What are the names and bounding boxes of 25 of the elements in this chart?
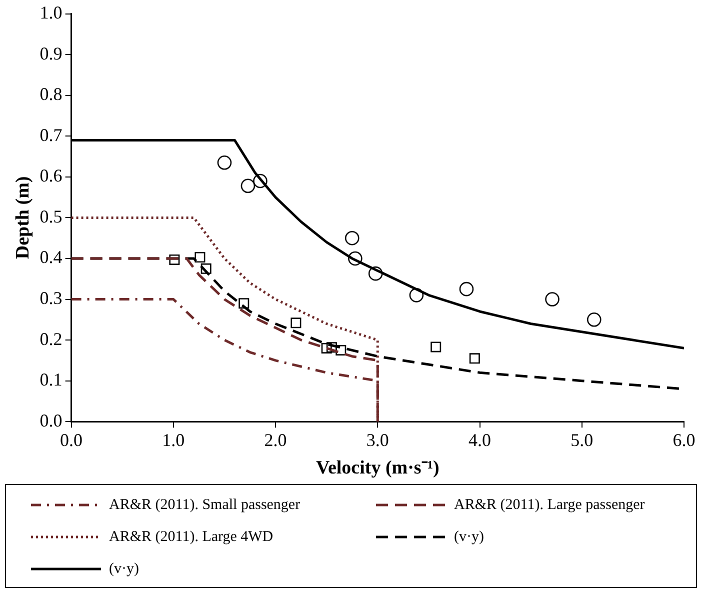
y-tick-label: 0.9 — [40, 43, 62, 64]
y-tick-label: 0.2 — [40, 328, 62, 349]
x-tick-label: 1.0 — [162, 430, 185, 450]
y-tick-label: 0.8 — [40, 84, 62, 104]
x-tick-label: 4.0 — [468, 430, 492, 450]
y-tick-label: 0.7 — [40, 124, 62, 145]
x-tick-label: 3.0 — [366, 430, 389, 450]
y-axis-title: Depth (m) — [12, 176, 34, 260]
x-tick-label: 0.0 — [60, 430, 83, 450]
y-tick-label: 0.3 — [40, 288, 62, 308]
x-tick-label: 5.0 — [570, 430, 594, 450]
legend-label: AR&R (2011). Large 4WD — [109, 528, 274, 546]
x-tick-label: 6.0 — [672, 430, 696, 450]
y-tick-label: 0.1 — [40, 370, 62, 390]
y-tick-label: 0.0 — [40, 410, 62, 430]
legend-label: AR&R (2011). Small passenger — [109, 496, 300, 514]
x-axis-title: Velocity (m·s⁻¹) — [316, 458, 440, 479]
x-tick-label: 2.0 — [264, 430, 287, 450]
legend-label: AR&R (2011). Large passenger — [454, 496, 645, 514]
legend-label: (v·y) — [454, 528, 484, 546]
y-tick-label: 0.5 — [40, 206, 62, 226]
y-tick-label: 0.6 — [40, 166, 62, 186]
y-tick-label: 1.0 — [40, 2, 62, 23]
y-tick-label: 0.4 — [40, 247, 62, 268]
legend-label: (v·y) — [109, 560, 139, 578]
